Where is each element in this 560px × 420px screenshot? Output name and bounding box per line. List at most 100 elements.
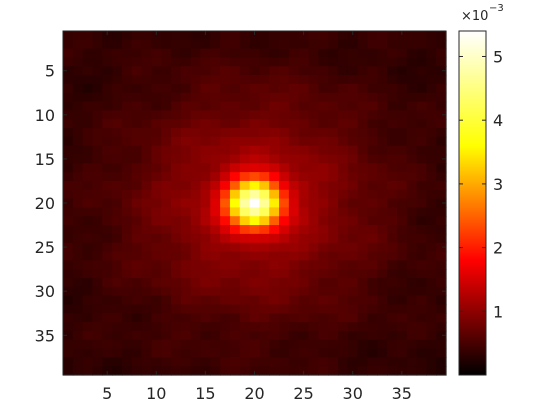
heatmap-cell bbox=[259, 242, 270, 253]
heatmap-cell bbox=[416, 101, 427, 111]
heatmap-cell bbox=[63, 251, 74, 261]
heatmap-cell bbox=[220, 313, 231, 323]
heatmap-cell bbox=[269, 277, 280, 288]
heatmap-cell bbox=[180, 48, 192, 59]
heatmap-cell bbox=[190, 225, 202, 235]
heatmap-cell bbox=[337, 304, 349, 314]
heatmap-cell bbox=[190, 66, 202, 76]
heatmap-cell bbox=[151, 119, 162, 129]
heatmap-cell bbox=[347, 269, 359, 279]
heatmap-cell bbox=[406, 163, 418, 173]
heatmap-cell bbox=[161, 57, 172, 67]
heatmap-cell bbox=[357, 216, 369, 226]
heatmap-cell bbox=[426, 330, 437, 341]
heatmap-cell bbox=[249, 31, 261, 41]
heatmap-cell bbox=[357, 313, 369, 323]
heatmap-cell bbox=[210, 119, 221, 129]
heatmap-cell bbox=[121, 233, 133, 244]
heatmap-cell bbox=[102, 145, 113, 156]
heatmap-cell bbox=[269, 128, 280, 138]
heatmap-cell bbox=[426, 295, 437, 306]
heatmap-cell bbox=[328, 304, 339, 314]
heatmap-cell bbox=[406, 330, 418, 341]
heatmap-cell bbox=[308, 322, 319, 332]
heatmap-cell bbox=[239, 57, 251, 67]
heatmap-cell bbox=[298, 172, 310, 182]
heatmap-cell bbox=[288, 295, 300, 306]
heatmap-cell bbox=[396, 189, 408, 200]
heatmap-cell bbox=[367, 48, 378, 59]
heatmap-cell bbox=[416, 304, 427, 314]
heatmap-cell bbox=[229, 154, 241, 164]
heatmap-cell bbox=[269, 39, 280, 50]
heatmap-cell bbox=[121, 189, 133, 200]
heatmap-cell bbox=[229, 304, 241, 314]
heatmap-cell bbox=[367, 269, 378, 279]
heatmap-cell bbox=[259, 304, 270, 314]
heatmap-cell bbox=[387, 233, 398, 244]
heatmap-cell bbox=[171, 92, 182, 103]
heatmap-cell bbox=[347, 119, 359, 129]
heatmap-cell bbox=[180, 304, 192, 314]
heatmap-cell bbox=[82, 48, 94, 59]
heatmap-cell bbox=[387, 57, 398, 67]
heatmap-cell bbox=[151, 207, 162, 217]
heatmap-cell bbox=[141, 357, 152, 367]
heatmap-cell bbox=[328, 83, 339, 94]
heatmap-cell bbox=[220, 31, 231, 41]
heatmap-cell bbox=[367, 39, 378, 50]
heatmap-cell bbox=[220, 101, 231, 111]
heatmap-cell bbox=[229, 48, 241, 59]
heatmap-cell bbox=[347, 313, 359, 323]
heatmap-cell bbox=[347, 260, 359, 270]
heatmap-cell bbox=[239, 322, 251, 332]
heatmap-cell bbox=[298, 366, 310, 376]
heatmap-cell bbox=[102, 269, 113, 279]
heatmap-cell bbox=[121, 304, 133, 314]
heatmap-cell bbox=[171, 172, 182, 182]
heatmap-cell bbox=[377, 39, 388, 50]
heatmap-cell bbox=[298, 225, 310, 235]
heatmap-cell bbox=[328, 207, 339, 217]
heatmap-cell bbox=[63, 189, 74, 200]
heatmap-cell bbox=[220, 366, 231, 376]
heatmap-cell bbox=[131, 83, 143, 94]
heatmap-cell bbox=[141, 119, 152, 129]
heatmap-cell bbox=[92, 339, 103, 350]
heatmap-cell bbox=[190, 242, 202, 253]
heatmap-cell bbox=[249, 75, 261, 85]
heatmap-cell bbox=[406, 348, 418, 358]
heatmap-cell bbox=[180, 75, 192, 85]
heatmap-cell bbox=[151, 348, 162, 358]
heatmap-cell bbox=[328, 251, 339, 261]
heatmap-cell bbox=[141, 136, 152, 147]
heatmap-cell bbox=[387, 348, 398, 358]
heatmap-cell bbox=[200, 233, 211, 244]
heatmap-cell bbox=[357, 251, 369, 261]
heatmap-cell bbox=[347, 66, 359, 76]
heatmap-cell bbox=[82, 286, 94, 297]
heatmap-cell bbox=[200, 180, 211, 191]
colorbar bbox=[458, 30, 487, 376]
heatmap-cell bbox=[249, 136, 261, 147]
heatmap-cell bbox=[416, 189, 427, 200]
heatmap-cell bbox=[436, 260, 447, 270]
heatmap-cell bbox=[377, 348, 388, 358]
heatmap-cell bbox=[308, 31, 319, 41]
heatmap-cell bbox=[406, 225, 418, 235]
heatmap-cell bbox=[72, 198, 84, 209]
heatmap-cell bbox=[396, 48, 408, 59]
heatmap-cell bbox=[220, 110, 231, 120]
heatmap-cell bbox=[239, 339, 251, 350]
heatmap-cell bbox=[318, 92, 329, 103]
heatmap-cell bbox=[269, 357, 280, 367]
heatmap-cell bbox=[436, 180, 447, 191]
heatmap-cell bbox=[72, 136, 84, 147]
heatmap-cell bbox=[180, 172, 192, 182]
heatmap-cell bbox=[426, 119, 437, 129]
heatmap-cell bbox=[298, 92, 310, 103]
heatmap-cell bbox=[367, 225, 378, 235]
heatmap-cell bbox=[82, 154, 94, 164]
heatmap-cell bbox=[141, 348, 152, 358]
heatmap-cell bbox=[436, 304, 447, 314]
